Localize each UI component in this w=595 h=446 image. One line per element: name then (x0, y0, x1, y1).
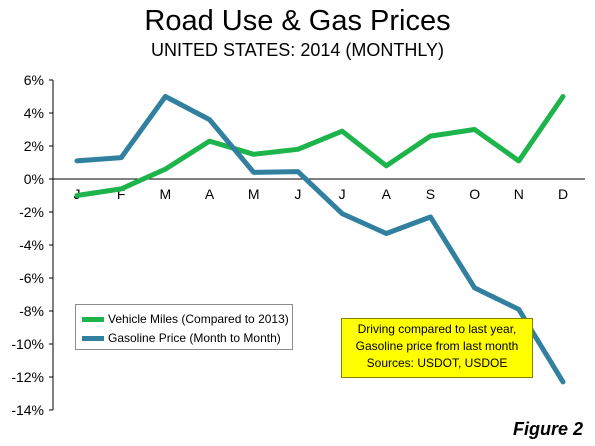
x-tick-label: D (558, 186, 568, 202)
x-tick-label: N (514, 186, 524, 202)
chart-subtitle: UNITED STATES: 2014 (MONTHLY) (150, 40, 445, 60)
legend-label-vehicle-miles: Vehicle Miles (Compared to 2013) (108, 312, 289, 326)
x-tick-label: S (426, 186, 435, 202)
x-tick-label: A (382, 186, 392, 202)
x-tick-label: F (117, 186, 126, 202)
y-tick-label: -12% (11, 369, 44, 385)
series-line-gasoline (74, 94, 566, 385)
y-tick-label: 6% (24, 72, 44, 88)
x-tick-label: M (248, 186, 260, 202)
source-note: Driving compared to last year, Gasoline … (341, 318, 533, 378)
legend-item-vehicle-miles: Vehicle Miles (Compared to 2013) (82, 310, 289, 328)
y-tick-label: -10% (11, 336, 44, 352)
y-tick-label: -2% (19, 204, 44, 220)
figure-label: Figure 2 (512, 419, 583, 439)
legend-swatch-vehicle-miles (82, 316, 104, 322)
y-tick-label: -6% (19, 270, 44, 286)
y-tick-label: -8% (19, 303, 44, 319)
y-tick-label: 2% (24, 138, 44, 154)
x-tick-label: J (339, 186, 346, 202)
y-tick-label: -4% (19, 237, 44, 253)
x-tick-label: M (160, 186, 172, 202)
legend: Vehicle Miles (Compared to 2013) Gasolin… (75, 304, 293, 350)
series-line-vehicle-miles (74, 94, 566, 198)
x-tick-label: J (294, 186, 301, 202)
x-tick-label: O (469, 186, 480, 202)
note-line: Driving compared to last year, (357, 322, 517, 336)
chart-title: Road Use & Gas Prices (144, 5, 451, 37)
y-tick-label: 0% (24, 171, 44, 187)
note-line: Sources: USDOT, USDOE (366, 356, 508, 370)
legend-swatch-gasoline (82, 335, 104, 341)
legend-item-gasoline: Gasoline Price (Month to Month) (82, 329, 281, 347)
y-tick-label: -14% (11, 402, 44, 418)
x-tick-label: A (205, 186, 215, 202)
legend-label-gasoline: Gasoline Price (Month to Month) (108, 331, 281, 345)
note-line: Gasoline price from last month (355, 339, 519, 353)
y-tick-label: 4% (24, 105, 44, 121)
